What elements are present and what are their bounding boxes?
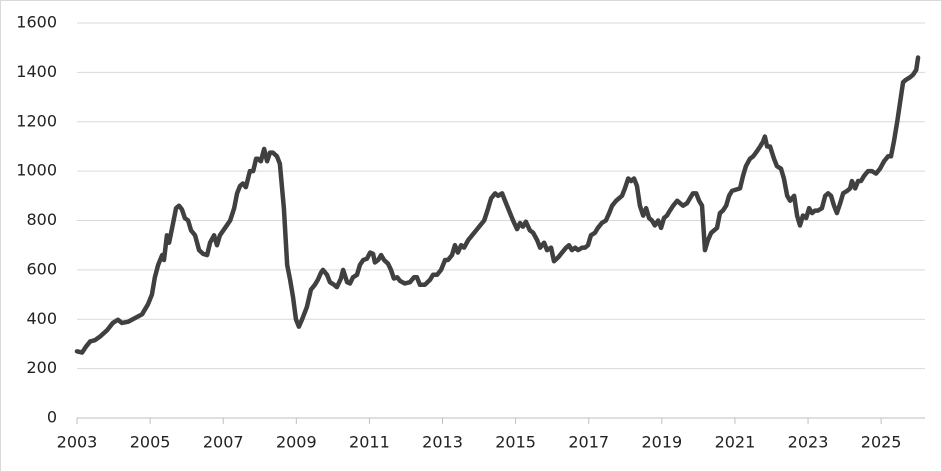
x-tick-label: 2005 [130,433,171,452]
y-tick-label: 1600 [16,13,57,32]
y-tick-label: 400 [26,309,57,328]
y-tick-label: 1200 [16,111,57,130]
x-tick-label: 2017 [568,433,609,452]
x-tick-label: 2011 [349,433,390,452]
data-line [74,55,921,355]
y-tick-label: 1000 [16,161,57,180]
y-tick-label: 200 [26,358,57,377]
x-tick-label: 2003 [57,433,98,452]
y-tick-label: 600 [26,259,57,278]
x-tick-label: 2009 [276,433,317,452]
x-tick-label: 2019 [641,433,682,452]
y-tick-label: 800 [26,210,57,229]
x-tick-label: 2023 [788,433,829,452]
y-tick-label: 0 [47,408,57,427]
x-tick-label: 2015 [495,433,536,452]
y-tick-label: 1400 [16,62,57,81]
x-tick-label: 2013 [422,433,463,452]
x-tick-label: 2021 [715,433,756,452]
x-tick-label: 2007 [203,433,244,452]
x-tick-label: 2025 [861,433,902,452]
